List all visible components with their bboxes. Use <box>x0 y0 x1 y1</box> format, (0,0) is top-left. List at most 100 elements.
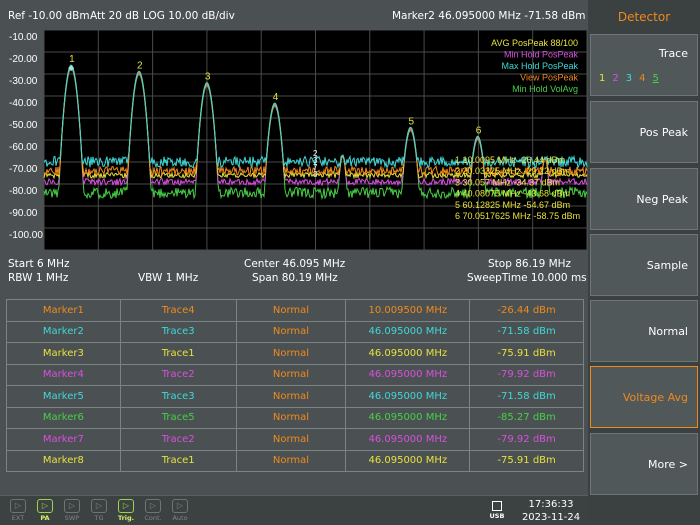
softkey-label: Trace <box>658 47 688 60</box>
marker-amplitude-cell[interactable]: -71.58 dBm <box>469 385 584 408</box>
marker-frequency-cell[interactable]: 46.095000 MHz <box>345 449 471 472</box>
peak-marker-label: 5 <box>409 116 415 127</box>
stop-frequency[interactable]: Stop 86.19 MHz <box>488 258 572 270</box>
attenuation[interactable]: Att 20 dB <box>90 10 140 22</box>
marker-trace-cell[interactable]: Trace1 <box>119 449 237 472</box>
marker-trace-cell[interactable]: Trace3 <box>119 385 237 408</box>
marker-mode-cell[interactable]: Normal <box>235 385 347 408</box>
span[interactable]: Span 80.19 MHz <box>252 272 338 284</box>
ref-level[interactable]: Ref -10.00 dBm <box>8 10 90 22</box>
marker-name-cell[interactable]: Marker2 <box>6 320 121 343</box>
marker-trace-cell[interactable]: Trace5 <box>119 406 237 429</box>
table-row[interactable]: Marker5 Trace3 Normal 46.095000 MHz -71.58 d… <box>6 385 584 408</box>
softkey-normal[interactable]: Normal <box>590 300 698 362</box>
marker-amplitude-cell[interactable]: -75.91 dBm <box>469 449 584 472</box>
ext-status-button[interactable]: ▷ EXT <box>8 499 28 523</box>
table-row[interactable]: Marker2 Trace3 Normal 46.095000 MHz -71.58 d… <box>6 320 584 343</box>
tg-status-button[interactable]: ▷ TG <box>89 499 109 523</box>
table-row[interactable]: Marker7 Trace2 Normal 46.095000 MHz -79.92 d… <box>6 428 584 451</box>
table-row[interactable]: Marker8 Trace1 Normal 46.095000 MHz -75.91 d… <box>6 449 584 472</box>
marker-frequency-cell[interactable]: 10.009500 MHz <box>345 299 471 322</box>
legend-entry: Max Hold PosPeak <box>501 61 578 71</box>
trace-option-1[interactable]: 1 <box>599 73 606 84</box>
status-button-label: EXT <box>11 514 25 522</box>
marker-trace-cell[interactable]: Trace4 <box>119 299 237 322</box>
softkey-more[interactable]: More > <box>590 433 698 495</box>
auto-status-button[interactable]: ▷ Auto <box>170 499 190 523</box>
softkey-sample[interactable]: Sample <box>590 234 698 296</box>
cont-status-button[interactable]: ▷ Cont. <box>143 499 163 523</box>
softkey-trace[interactable]: Trace 1 2 3 4 5 <box>590 34 698 96</box>
marker-name-cell[interactable]: Marker3 <box>6 342 121 365</box>
marker-trace-cell[interactable]: Trace2 <box>119 363 237 386</box>
menu-title: Detector <box>617 10 671 24</box>
pa-icon: ▷ <box>37 499 53 513</box>
softkey-neg-peak[interactable]: Neg Peak <box>590 168 698 230</box>
trace-option-3[interactable]: 3 <box>625 73 633 84</box>
marker-name-cell[interactable]: Marker7 <box>6 428 121 451</box>
marker-mode-cell[interactable]: Normal <box>235 363 347 386</box>
marker-frequency-cell[interactable]: 46.095000 MHz <box>345 320 471 343</box>
marker-amplitude-cell[interactable]: -79.92 dBm <box>469 363 584 386</box>
swp-status-button[interactable]: ▷ SWP <box>62 499 82 523</box>
marker-frequency-cell[interactable]: 46.095000 MHz <box>345 428 471 451</box>
status-button-label: Auto <box>172 514 188 522</box>
sweep-info: Start 6 MHz Center 46.095 MHz Stop 86.19… <box>0 256 588 286</box>
marker-trace-cell[interactable]: Trace2 <box>119 428 237 451</box>
marker-amplitude-cell[interactable]: -85.27 dBm <box>469 406 584 429</box>
marker-amplitude-cell[interactable]: -26.44 dBm <box>469 299 584 322</box>
marker-amplitude-cell[interactable]: -79.92 dBm <box>469 428 584 451</box>
stacked-marker-label: 3 <box>313 156 318 165</box>
marker-trace-cell[interactable]: Trace3 <box>119 320 237 343</box>
sweep-time[interactable]: SweepTime 10.000 ms <box>467 272 587 284</box>
marker-mode-cell[interactable]: Normal <box>235 342 347 365</box>
table-row[interactable]: Marker4 Trace2 Normal 46.095000 MHz -79.92 d… <box>6 363 584 386</box>
table-row[interactable]: Marker6 Trace5 Normal 46.095000 MHz -85.27 d… <box>6 406 584 429</box>
marker-trace-cell[interactable]: Trace1 <box>119 342 237 365</box>
marker-name-cell[interactable]: Marker8 <box>6 449 121 472</box>
y-tick-label: -80.00 <box>9 186 38 197</box>
rbw[interactable]: RBW 1 MHz <box>8 272 69 284</box>
softkey-voltage-avg[interactable]: Voltage Avg <box>590 366 698 428</box>
table-row[interactable]: Marker1 Trace4 Normal 10.009500 MHz -26.44 d… <box>6 299 584 322</box>
vbw[interactable]: VBW 1 MHz <box>138 272 199 284</box>
header-bar: Ref -10.00 dBm Att 20 dB LOG 10.00 dB/di… <box>0 0 588 30</box>
marker-mode-cell[interactable]: Normal <box>235 299 347 322</box>
trace-option-5[interactable]: 5 <box>652 73 659 84</box>
auto-icon: ▷ <box>172 499 188 513</box>
legend-entry: AVG PosPeak 88/100 <box>491 38 578 48</box>
marker-frequency-cell[interactable]: 46.095000 MHz <box>345 363 471 386</box>
y-tick-label: -30.00 <box>9 76 38 87</box>
center-frequency[interactable]: Center 46.095 MHz <box>244 258 346 270</box>
start-frequency[interactable]: Start 6 MHz <box>8 258 70 270</box>
marker-name-cell[interactable]: Marker1 <box>6 299 121 322</box>
softkey-label: Sample <box>646 259 688 272</box>
spectrum-plot[interactable]: -10.00 -20.00 -30.00 -40.00 -50.00 -60.00 -70.… <box>0 30 588 256</box>
marker-amplitude-cell[interactable]: -71.58 dBm <box>469 320 584 343</box>
swp-icon: ▷ <box>64 499 80 513</box>
marker-mode-cell[interactable]: Normal <box>235 320 347 343</box>
marker-amplitude-cell[interactable]: -75.91 dBm <box>469 342 584 365</box>
pa-status-button[interactable]: ▷ PA <box>35 499 55 523</box>
marker-mode-cell[interactable]: Normal <box>235 428 347 451</box>
marker-readout-line: 1 10.0095 MHz -26.44 dBm <box>455 155 565 165</box>
marker-mode-cell[interactable]: Normal <box>235 449 347 472</box>
trace-option-4[interactable]: 4 <box>639 73 646 84</box>
softkey-pos-peak[interactable]: Pos Peak <box>590 101 698 163</box>
marker-frequency-cell[interactable]: 46.095000 MHz <box>345 342 471 365</box>
trace-option-2[interactable]: 2 <box>612 73 619 84</box>
marker-name-cell[interactable]: Marker5 <box>6 385 121 408</box>
marker-frequency-cell[interactable]: 46.095000 MHz <box>345 406 471 429</box>
marker-name-cell[interactable]: Marker4 <box>6 363 121 386</box>
y-tick-label: -50.00 <box>9 120 38 131</box>
scale-readout[interactable]: LOG 10.00 dB/div <box>143 10 235 22</box>
marker-mode-cell[interactable]: Normal <box>235 406 347 429</box>
table-row[interactable]: Marker3 Trace1 Normal 46.095000 MHz -75.91 d… <box>6 342 584 365</box>
trig-status-button[interactable]: ▷ Trig. <box>116 499 136 523</box>
marker-frequency-cell[interactable]: 46.095000 MHz <box>345 385 471 408</box>
marker-name-cell[interactable]: Marker6 <box>6 406 121 429</box>
status-button-label: Trig. <box>117 514 135 522</box>
